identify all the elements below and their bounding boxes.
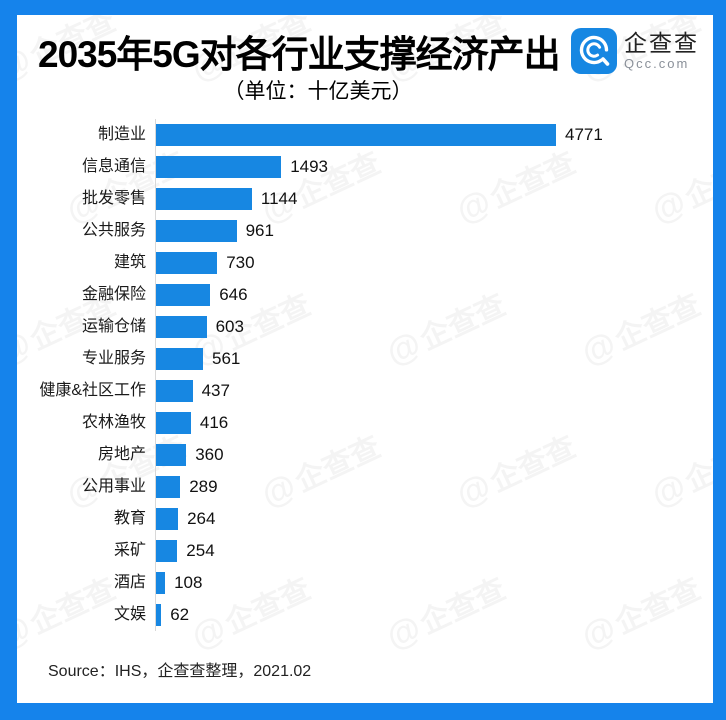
- bar-area: 360: [155, 439, 713, 471]
- qcc-logo-text: 企查查 Qcc.com: [624, 30, 699, 72]
- qcc-logo-name: 企查查: [624, 30, 699, 56]
- bar-8: [156, 380, 193, 402]
- bar-area: 437: [155, 375, 713, 407]
- category-label: 专业服务: [81, 350, 146, 367]
- value-label: 730: [226, 253, 255, 272]
- value-label: 437: [201, 381, 230, 400]
- bar-11: [156, 476, 181, 498]
- chart-row: 金融保险 646: [17, 279, 713, 311]
- bar-7: [156, 348, 203, 370]
- header: 2035年5G对各行业支撑经济产出 企查查 Qcc.com （单位：十亿美元）: [17, 15, 713, 105]
- bar-area: 62: [155, 599, 713, 631]
- qcc-logo-domain: Qcc.com: [624, 56, 690, 71]
- value-label: 254: [186, 541, 215, 560]
- chart-row: 教育 264: [17, 503, 713, 535]
- page-title: 2035年5G对各行业支撑经济产出: [38, 34, 561, 75]
- bar-area: 646: [155, 279, 713, 311]
- value-label: 108: [174, 573, 203, 592]
- bar-4: [156, 252, 218, 274]
- chart-row: 运输仓储 603: [17, 311, 713, 343]
- value-label: 416: [199, 413, 229, 432]
- category-label: 酒店: [113, 574, 146, 591]
- category-label: 公共服务: [81, 222, 146, 239]
- category-label: 信息通信: [81, 158, 146, 175]
- chart-row: 信息通信 1493: [17, 151, 713, 183]
- chart-row: 酒店 108: [17, 567, 713, 599]
- chart-row: 公共服务 961: [17, 215, 713, 247]
- bar-area: 730: [155, 247, 713, 279]
- bar-5: [156, 284, 211, 306]
- chart-row: 采矿 254: [17, 535, 713, 567]
- value-label: 360: [195, 445, 224, 464]
- chart-row: 健康&社区工作 437: [17, 375, 713, 407]
- bar-area: 254: [155, 535, 713, 567]
- bar-area: 1493: [155, 151, 713, 183]
- bar-0: [156, 124, 556, 146]
- qcc-logo-icon: [571, 28, 617, 74]
- value-label: 1144: [260, 189, 298, 208]
- bar-area: 289: [155, 471, 713, 503]
- chart-row: 农林渔牧 416: [17, 407, 713, 439]
- chart-row: 批发零售 1144: [17, 183, 713, 215]
- value-label: 961: [245, 221, 274, 240]
- bar-chart: 制造业 4771 信息通信 1493 批发零售 1144 公共服务 961 建筑 730 金融保险 6…: [17, 119, 713, 631]
- bar-6: [156, 316, 207, 338]
- chart-row: 房地产 360: [17, 439, 713, 471]
- category-label: 采矿: [113, 542, 146, 559]
- value-label: 264: [187, 509, 216, 528]
- chart-row: 公用事业 289: [17, 471, 713, 503]
- bar-area: 264: [155, 503, 713, 535]
- chart-row: 制造业 4771: [17, 119, 713, 151]
- bar-13: [156, 540, 178, 562]
- value-label: 646: [219, 285, 248, 304]
- value-label: 561: [212, 349, 241, 368]
- category-label: 公用事业: [81, 478, 146, 495]
- category-label: 金融保险: [81, 286, 146, 303]
- value-label: 1493: [290, 157, 329, 176]
- bar-3: [156, 220, 237, 242]
- bar-2: [156, 188, 252, 210]
- bar-area: 416: [155, 407, 713, 439]
- qcc-logo: 企查查 Qcc.com: [571, 28, 699, 74]
- category-label: 房地产: [97, 446, 146, 463]
- bar-area: 961: [155, 215, 713, 247]
- bar-9: [156, 412, 191, 434]
- bar-area: 4771: [155, 119, 713, 151]
- bar-area: 561: [155, 343, 713, 375]
- source-note: Source：IHS，企查查整理，2021.02: [48, 663, 312, 680]
- value-label: 62: [170, 605, 190, 624]
- category-label: 批发零售: [81, 190, 146, 207]
- chart-row: 建筑 730: [17, 247, 713, 279]
- category-label: 运输仓储: [81, 318, 146, 335]
- bar-area: 108: [155, 567, 713, 599]
- category-label: 文娱: [113, 606, 146, 623]
- category-label: 建筑: [113, 254, 146, 271]
- chart-row: 专业服务 561: [17, 343, 713, 375]
- category-label: 教育: [113, 510, 146, 527]
- bar-12: [156, 508, 179, 530]
- value-label: 4771: [565, 125, 603, 144]
- bar-area: 603: [155, 311, 713, 343]
- bar-1: [156, 156, 282, 178]
- category-label: 农林渔牧: [81, 414, 146, 431]
- category-label: 健康&社区工作: [39, 382, 146, 399]
- chart-unit-label: （单位：十亿美元）: [223, 80, 413, 103]
- bar-10: [156, 444, 187, 466]
- category-label: 制造业: [97, 126, 146, 143]
- chart-row: 文娱 62: [17, 599, 713, 631]
- value-label: 289: [189, 477, 218, 496]
- bar-15: [156, 604, 162, 626]
- bar-14: [156, 572, 166, 594]
- value-label: 603: [215, 317, 244, 336]
- bar-area: 1144: [155, 183, 713, 215]
